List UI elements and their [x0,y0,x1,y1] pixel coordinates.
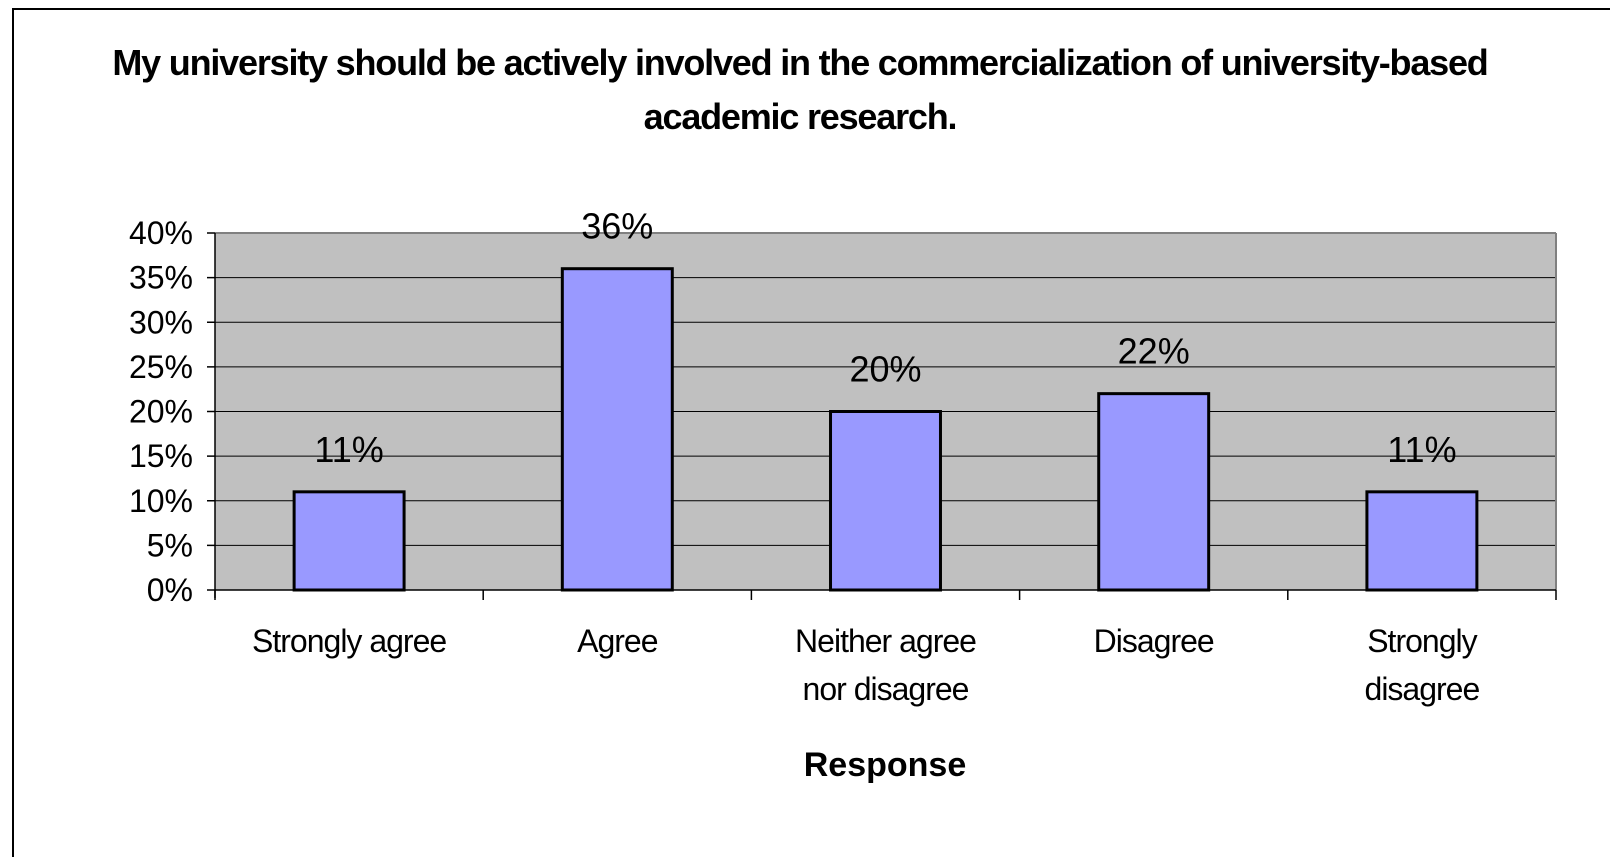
bar [292,490,406,592]
y-tick-label: 20% [129,394,193,430]
data-label: 22% [1118,331,1190,372]
chart-frame [12,8,1610,857]
category-label: Strongly disagree [1365,623,1480,707]
y-tick-label: 5% [147,527,193,563]
y-tick-label: 30% [129,304,193,340]
y-tick-label: 25% [129,349,193,385]
category-label: Disagree [1094,623,1214,659]
y-tick-label: 10% [129,483,193,519]
category-label: Strongly agree [252,623,446,659]
bar [1097,392,1211,592]
category-label: Neither agree nor disagree [795,623,976,707]
y-axis-title: Percent of Respondents [58,212,96,603]
bar [560,267,674,592]
chart-title: My university should be actively involve… [112,42,1488,137]
data-label: 20% [849,349,921,390]
bar [829,410,942,592]
y-tick-label: 35% [129,260,193,296]
data-label: 11% [314,429,383,470]
plot-area: 0% 5% 10% 15% 20% 25% 30% 35% 40% 11% Strongly agr… [129,206,1557,707]
bar [1365,490,1479,592]
data-label: 11% [1387,429,1456,470]
x-axis-title: Response [804,746,967,784]
data-label: 36% [581,206,653,247]
category-label: Agree [577,623,658,659]
y-tick-label: 40% [129,215,193,251]
y-tick-label: 0% [147,572,193,608]
y-tick-label: 15% [129,438,193,474]
